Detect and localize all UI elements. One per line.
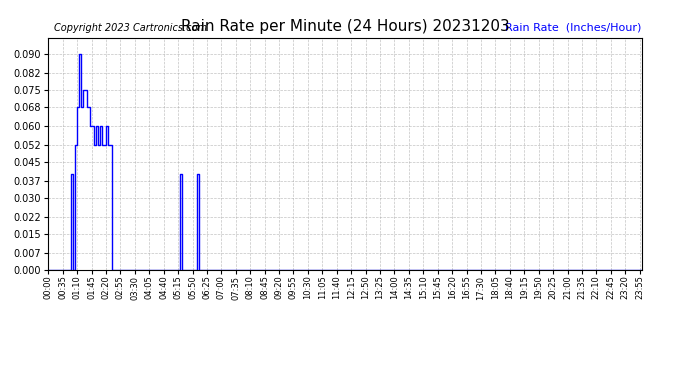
Text: Copyright 2023 Cartronics.com: Copyright 2023 Cartronics.com — [55, 23, 207, 33]
Text: Rain Rate  (Inches/Hour): Rain Rate (Inches/Hour) — [505, 23, 642, 33]
Title: Rain Rate per Minute (24 Hours) 20231203: Rain Rate per Minute (24 Hours) 20231203 — [181, 18, 509, 33]
